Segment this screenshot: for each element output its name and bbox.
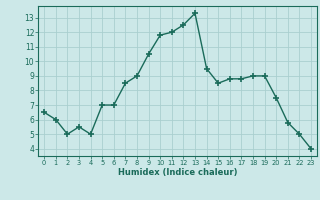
X-axis label: Humidex (Indice chaleur): Humidex (Indice chaleur) [118, 168, 237, 177]
